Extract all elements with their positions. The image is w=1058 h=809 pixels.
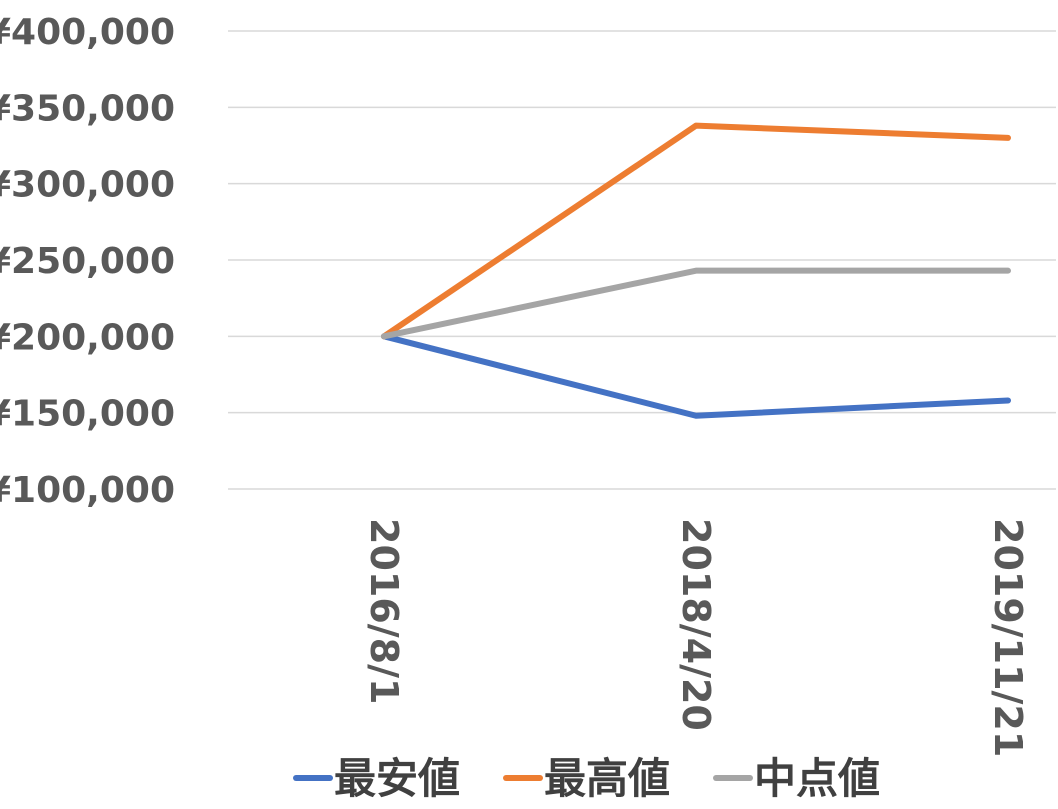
legend: 最安値 最高値 中点値 bbox=[293, 754, 880, 803]
series-line bbox=[381, 267, 1011, 340]
series-lines bbox=[381, 122, 1011, 419]
legend-label: 最安値 bbox=[334, 754, 460, 803]
legend-label: 中点値 bbox=[754, 754, 880, 803]
y-tick-label: ¥350,000 bbox=[0, 88, 175, 129]
gridlines bbox=[228, 30, 1056, 490]
y-tick-label: ¥200,000 bbox=[0, 317, 175, 358]
y-tick-label: ¥250,000 bbox=[0, 241, 175, 282]
y-tick-label: ¥150,000 bbox=[0, 394, 175, 435]
x-axis-ticks: 2016/8/1 2018/4/20 2019/11/21 bbox=[362, 518, 1030, 757]
y-axis-ticks: ¥100,000 ¥150,000 ¥200,000 ¥250,000 ¥300,000… bbox=[0, 12, 175, 511]
y-tick-label: ¥100,000 bbox=[0, 470, 175, 511]
x-tick-label: 2016/8/1 bbox=[362, 518, 406, 704]
x-tick-label: 2019/11/21 bbox=[986, 518, 1030, 757]
y-tick-label: ¥400,000 bbox=[0, 12, 175, 53]
series-line bbox=[381, 122, 1011, 340]
y-tick-label: ¥300,000 bbox=[0, 165, 175, 206]
series-line bbox=[381, 333, 1011, 419]
x-tick-label: 2018/4/20 bbox=[674, 518, 718, 731]
legend-label: 最高値 bbox=[544, 754, 670, 803]
